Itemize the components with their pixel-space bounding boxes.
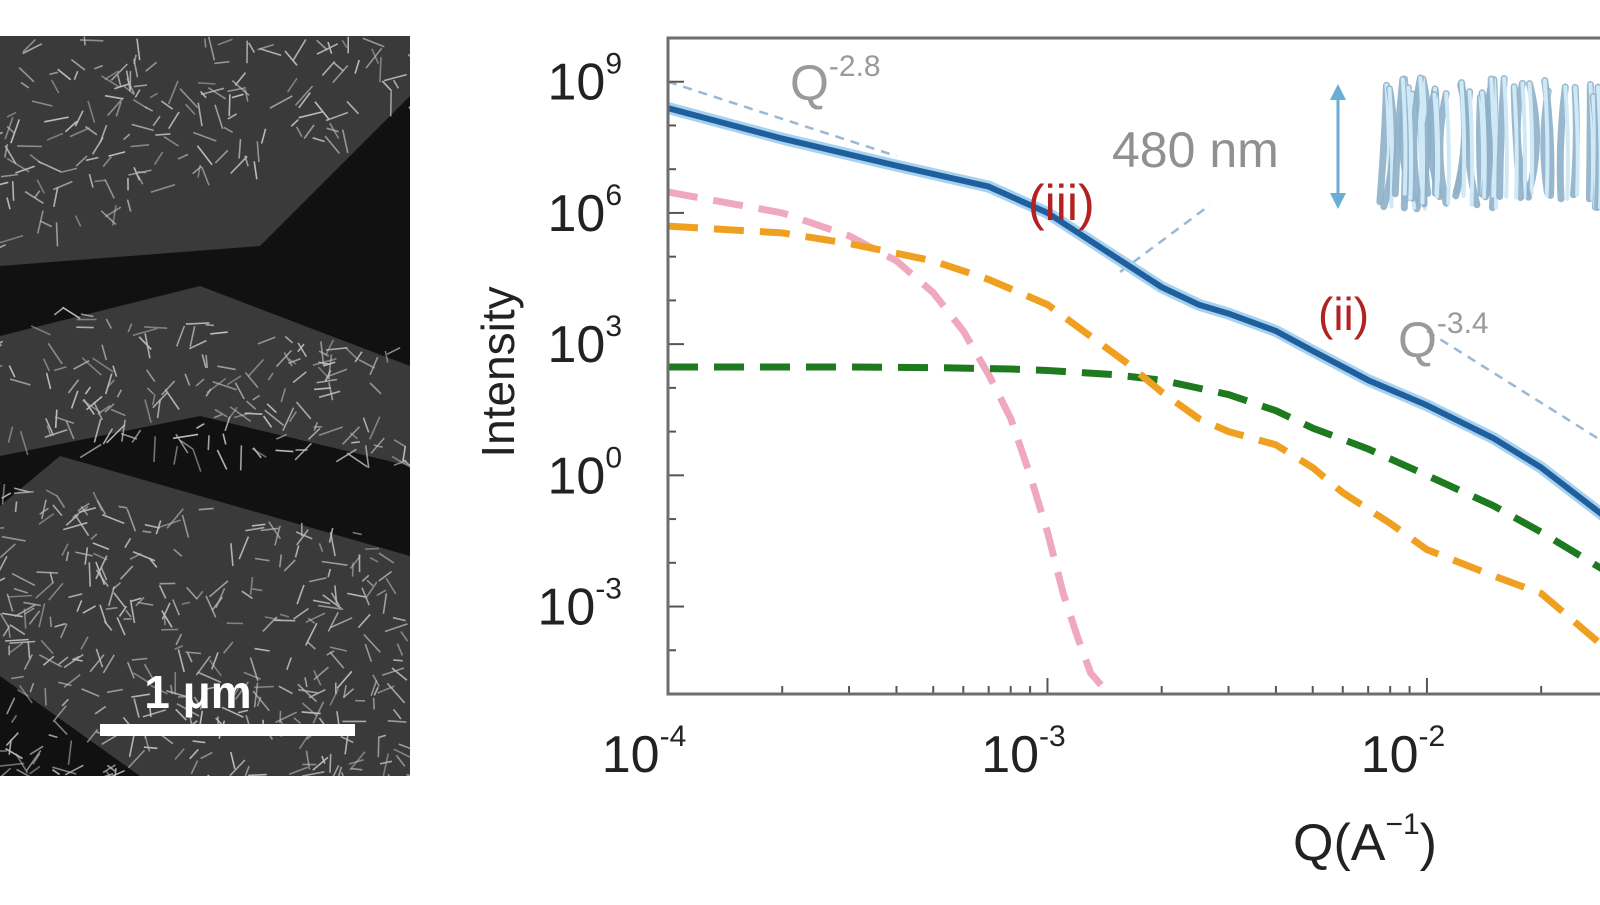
series-4-line: [668, 367, 1600, 573]
fiber-array-schematic: [1330, 78, 1600, 209]
x-tick-label: 10-2: [1361, 720, 1446, 784]
sem-image: 1 μm: [0, 36, 410, 776]
sem-fiber: [241, 445, 242, 470]
series-2-line: [668, 226, 1600, 650]
sem-fiber: [374, 698, 375, 710]
y-tick-label: 109: [547, 48, 622, 112]
sem-fiber: [57, 222, 58, 246]
schematic-strand-core: [1446, 94, 1449, 204]
sem-fiber: [206, 355, 207, 368]
sem-fiber: [0, 528, 4, 529]
sem-fiber: [353, 563, 354, 577]
sem-fiber: [248, 775, 267, 776]
sem-fiber: [229, 94, 230, 116]
scale-bar: [100, 724, 355, 736]
sem-fiber: [13, 181, 14, 201]
schematic-strand-core: [1565, 87, 1568, 199]
data-series: [668, 108, 1600, 694]
sem-fiber: [143, 531, 152, 532]
sem-fiber: [50, 617, 51, 627]
sem-fiber: [378, 737, 379, 757]
sem-fiber: [205, 39, 206, 48]
sem-micrograph: 1 μm: [0, 36, 410, 776]
sem-fiber: [137, 172, 146, 173]
x-tick-label: 10-3: [981, 720, 1066, 784]
sem-fiber: [206, 325, 214, 326]
sem-fiber: [393, 660, 403, 661]
sem-fiber: [17, 146, 42, 147]
y-tick-label: 103: [547, 310, 622, 374]
y-axis-label: Intensity: [472, 286, 524, 457]
sem-fiber: [351, 442, 360, 443]
guide-label-q-3-4: Q-3.4: [1398, 307, 1489, 368]
sem-fiber: [144, 747, 158, 748]
y-tick-label: 106: [547, 179, 622, 243]
y-tick-label: 10-3: [537, 573, 622, 637]
guide-label-q-2-8: Q-2.8: [790, 50, 881, 111]
sem-fiber: [45, 688, 46, 706]
power-law-guide-2: [1427, 331, 1600, 445]
sem-fiber: [330, 754, 331, 773]
sem-fiber: [16, 502, 17, 512]
sem-fiber: [84, 36, 85, 45]
thickness-arrow-head-down: [1330, 193, 1346, 209]
x-tick-label: 10-4: [602, 720, 687, 784]
sem-fiber: [380, 57, 381, 82]
sem-fiber: [365, 548, 379, 549]
y-tick-label: 100: [547, 441, 622, 505]
schematic-fibers: [1380, 78, 1600, 209]
sem-fiber: [56, 410, 57, 428]
annotation-iii: (iii): [1028, 175, 1095, 231]
sem-fiber-bands: [0, 36, 410, 776]
series-3-line: [668, 192, 1109, 694]
sem-fiber: [89, 562, 90, 586]
annotation-ii: (ii): [1318, 288, 1369, 340]
schematic-strand-core: [1504, 79, 1507, 197]
sem-fiber: [37, 572, 59, 573]
sem-fiber: [164, 617, 165, 626]
sem-fiber: [391, 92, 392, 117]
sem-fiber: [80, 40, 104, 41]
annotation-480nm: 480 nm: [1112, 122, 1279, 178]
schematic-strand: [1440, 94, 1446, 204]
x-axis-label: Q(A−1): [1293, 808, 1437, 872]
scale-bar-label: 1 μm: [144, 666, 251, 718]
thickness-arrow-head-up: [1330, 84, 1346, 100]
sem-fiber: [208, 435, 209, 450]
